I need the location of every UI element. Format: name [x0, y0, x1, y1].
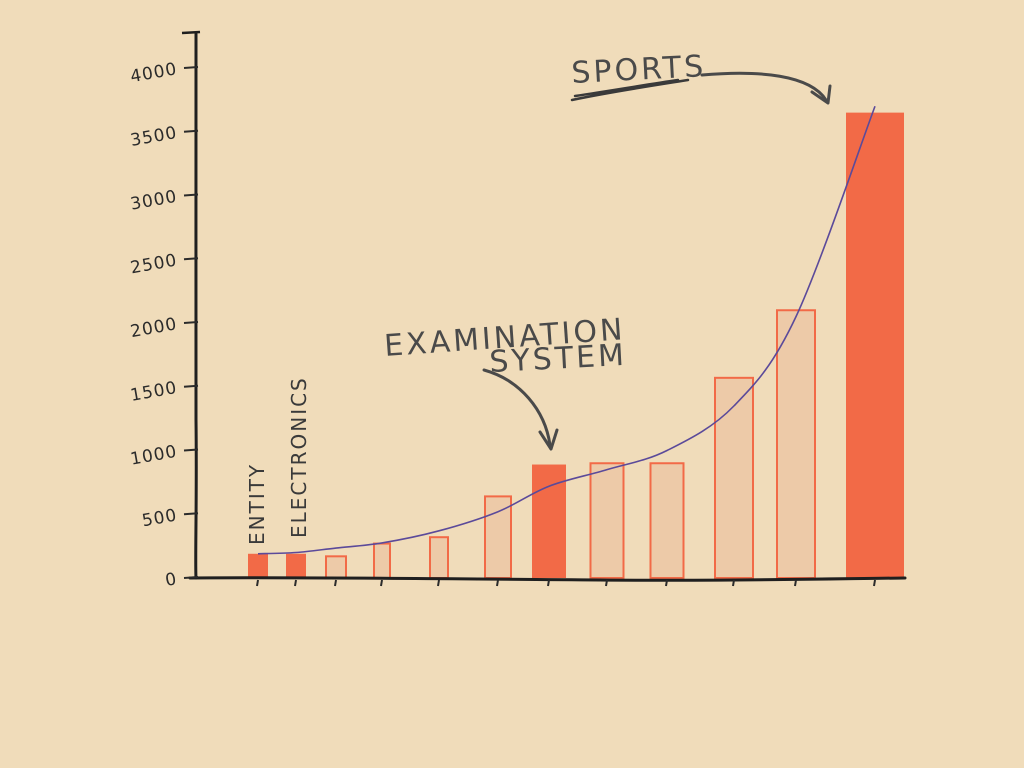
x-tick-mark [605, 579, 608, 587]
y-ticks-group: 0 500 1000 1500 2000 2500 3000 3500 4000 [129, 59, 199, 591]
bars-group [248, 112, 904, 580]
y-tick-label: 4000 [129, 59, 179, 87]
annotation-sports: SPORTS [570, 49, 832, 105]
y-tick-label: 1500 [129, 378, 179, 406]
y-tick-label: 1000 [129, 442, 179, 470]
bar-12 [846, 112, 904, 578]
bar-3 [325, 555, 347, 580]
y-tick-mark [183, 257, 199, 261]
annotation-system-label: SYSTEM [489, 338, 628, 380]
y-tick-label: 0 [164, 569, 179, 591]
bar-9 [649, 462, 685, 579]
y-tick-label: 2500 [129, 250, 179, 278]
y-tick-mark [183, 512, 199, 516]
y-axis-top-tick [181, 30, 201, 35]
annotation-electronics-label: ELECTRONICS [287, 376, 311, 538]
x-tick-mark [294, 579, 297, 587]
y-tick-mark [183, 129, 199, 133]
x-tick-mark [665, 579, 668, 587]
x-tick-mark [334, 579, 337, 587]
x-tick-mark [873, 579, 876, 587]
sports-underline [570, 78, 690, 102]
y-tick-mark [183, 448, 199, 452]
annotation-sports-label: SPORTS [571, 49, 707, 91]
sports-arrow-head [810, 84, 832, 105]
y-tick-label: 500 [140, 505, 178, 531]
x-ticks-group [256, 579, 876, 587]
bar-8 [589, 462, 625, 579]
bar-7 [532, 464, 566, 578]
y-tick-label: 3000 [129, 187, 179, 215]
x-tick-mark [794, 579, 797, 587]
bar-4 [373, 542, 391, 580]
annotation-examination-system: EXAMINATION SYSTEM [383, 312, 628, 451]
y-tick-mark [183, 321, 199, 324]
bar-1 [248, 553, 268, 578]
x-axis-line [188, 576, 907, 582]
x-tick-mark [437, 579, 440, 587]
examination-arrow [482, 368, 552, 447]
annotation-entity-label: ENTITY [245, 463, 269, 545]
bar-6 [484, 495, 512, 579]
x-tick-mark [380, 579, 383, 587]
trend-line [257, 105, 876, 555]
annotation-entity: ENTITY [245, 463, 269, 545]
x-tick-mark [256, 579, 259, 587]
y-tick-mark [183, 193, 199, 197]
y-tick-mark [183, 66, 199, 69]
y-tick-label: 3500 [129, 123, 179, 151]
annotation-electronics: ELECTRONICS [287, 376, 311, 538]
bar-11 [776, 309, 816, 579]
x-tick-mark [496, 579, 499, 587]
y-axis-line [194, 32, 198, 580]
bar-10 [714, 376, 754, 580]
y-tick-mark [183, 576, 199, 579]
x-tick-mark [732, 579, 735, 587]
bar-2 [286, 553, 306, 578]
bar-5 [429, 536, 449, 580]
examination-arrow-head [538, 428, 559, 451]
x-tick-mark [547, 579, 550, 587]
y-tick-mark [183, 384, 199, 388]
sports-arrow [700, 71, 828, 102]
axes-group [181, 30, 907, 582]
y-tick-label: 2000 [129, 314, 179, 342]
